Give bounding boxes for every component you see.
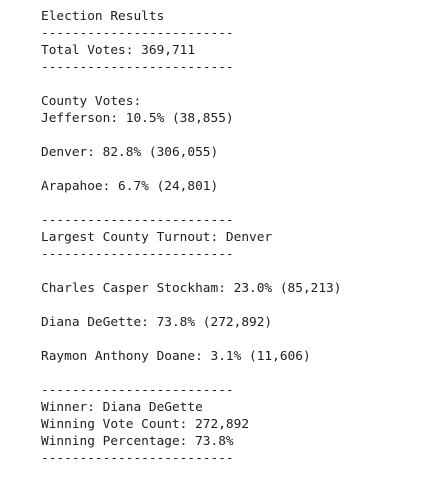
candidate-line: Raymon Anthony Doane: 3.1% (11,606) (41, 349, 311, 364)
county-line: Denver: 82.8% (306,055) (41, 145, 219, 160)
county-header: County Votes: (41, 94, 142, 109)
separator: ------------------------- (41, 60, 234, 75)
candidate-line: Charles Casper Stockham: 23.0% (85,213) (41, 281, 342, 296)
total-votes: Total Votes: 369,711 (41, 43, 196, 58)
title: Election Results (41, 9, 165, 24)
county-line: Jefferson: 10.5% (38,855) (41, 111, 234, 126)
separator: ------------------------- (41, 247, 234, 262)
separator: ------------------------- (41, 213, 234, 228)
separator: ------------------------- (41, 26, 234, 41)
county-line: Arapahoe: 6.7% (24,801) (41, 179, 219, 194)
largest-county: Largest County Turnout: Denver (41, 230, 273, 245)
winner-percentage: Winning Percentage: 73.8% (41, 434, 234, 449)
separator: ------------------------- (41, 383, 234, 398)
separator: ------------------------- (41, 451, 234, 466)
winner-vote-count: Winning Vote Count: 272,892 (41, 417, 250, 432)
winner-name: Winner: Diana DeGette (41, 400, 203, 415)
candidate-line: Diana DeGette: 73.8% (272,892) (41, 315, 273, 330)
